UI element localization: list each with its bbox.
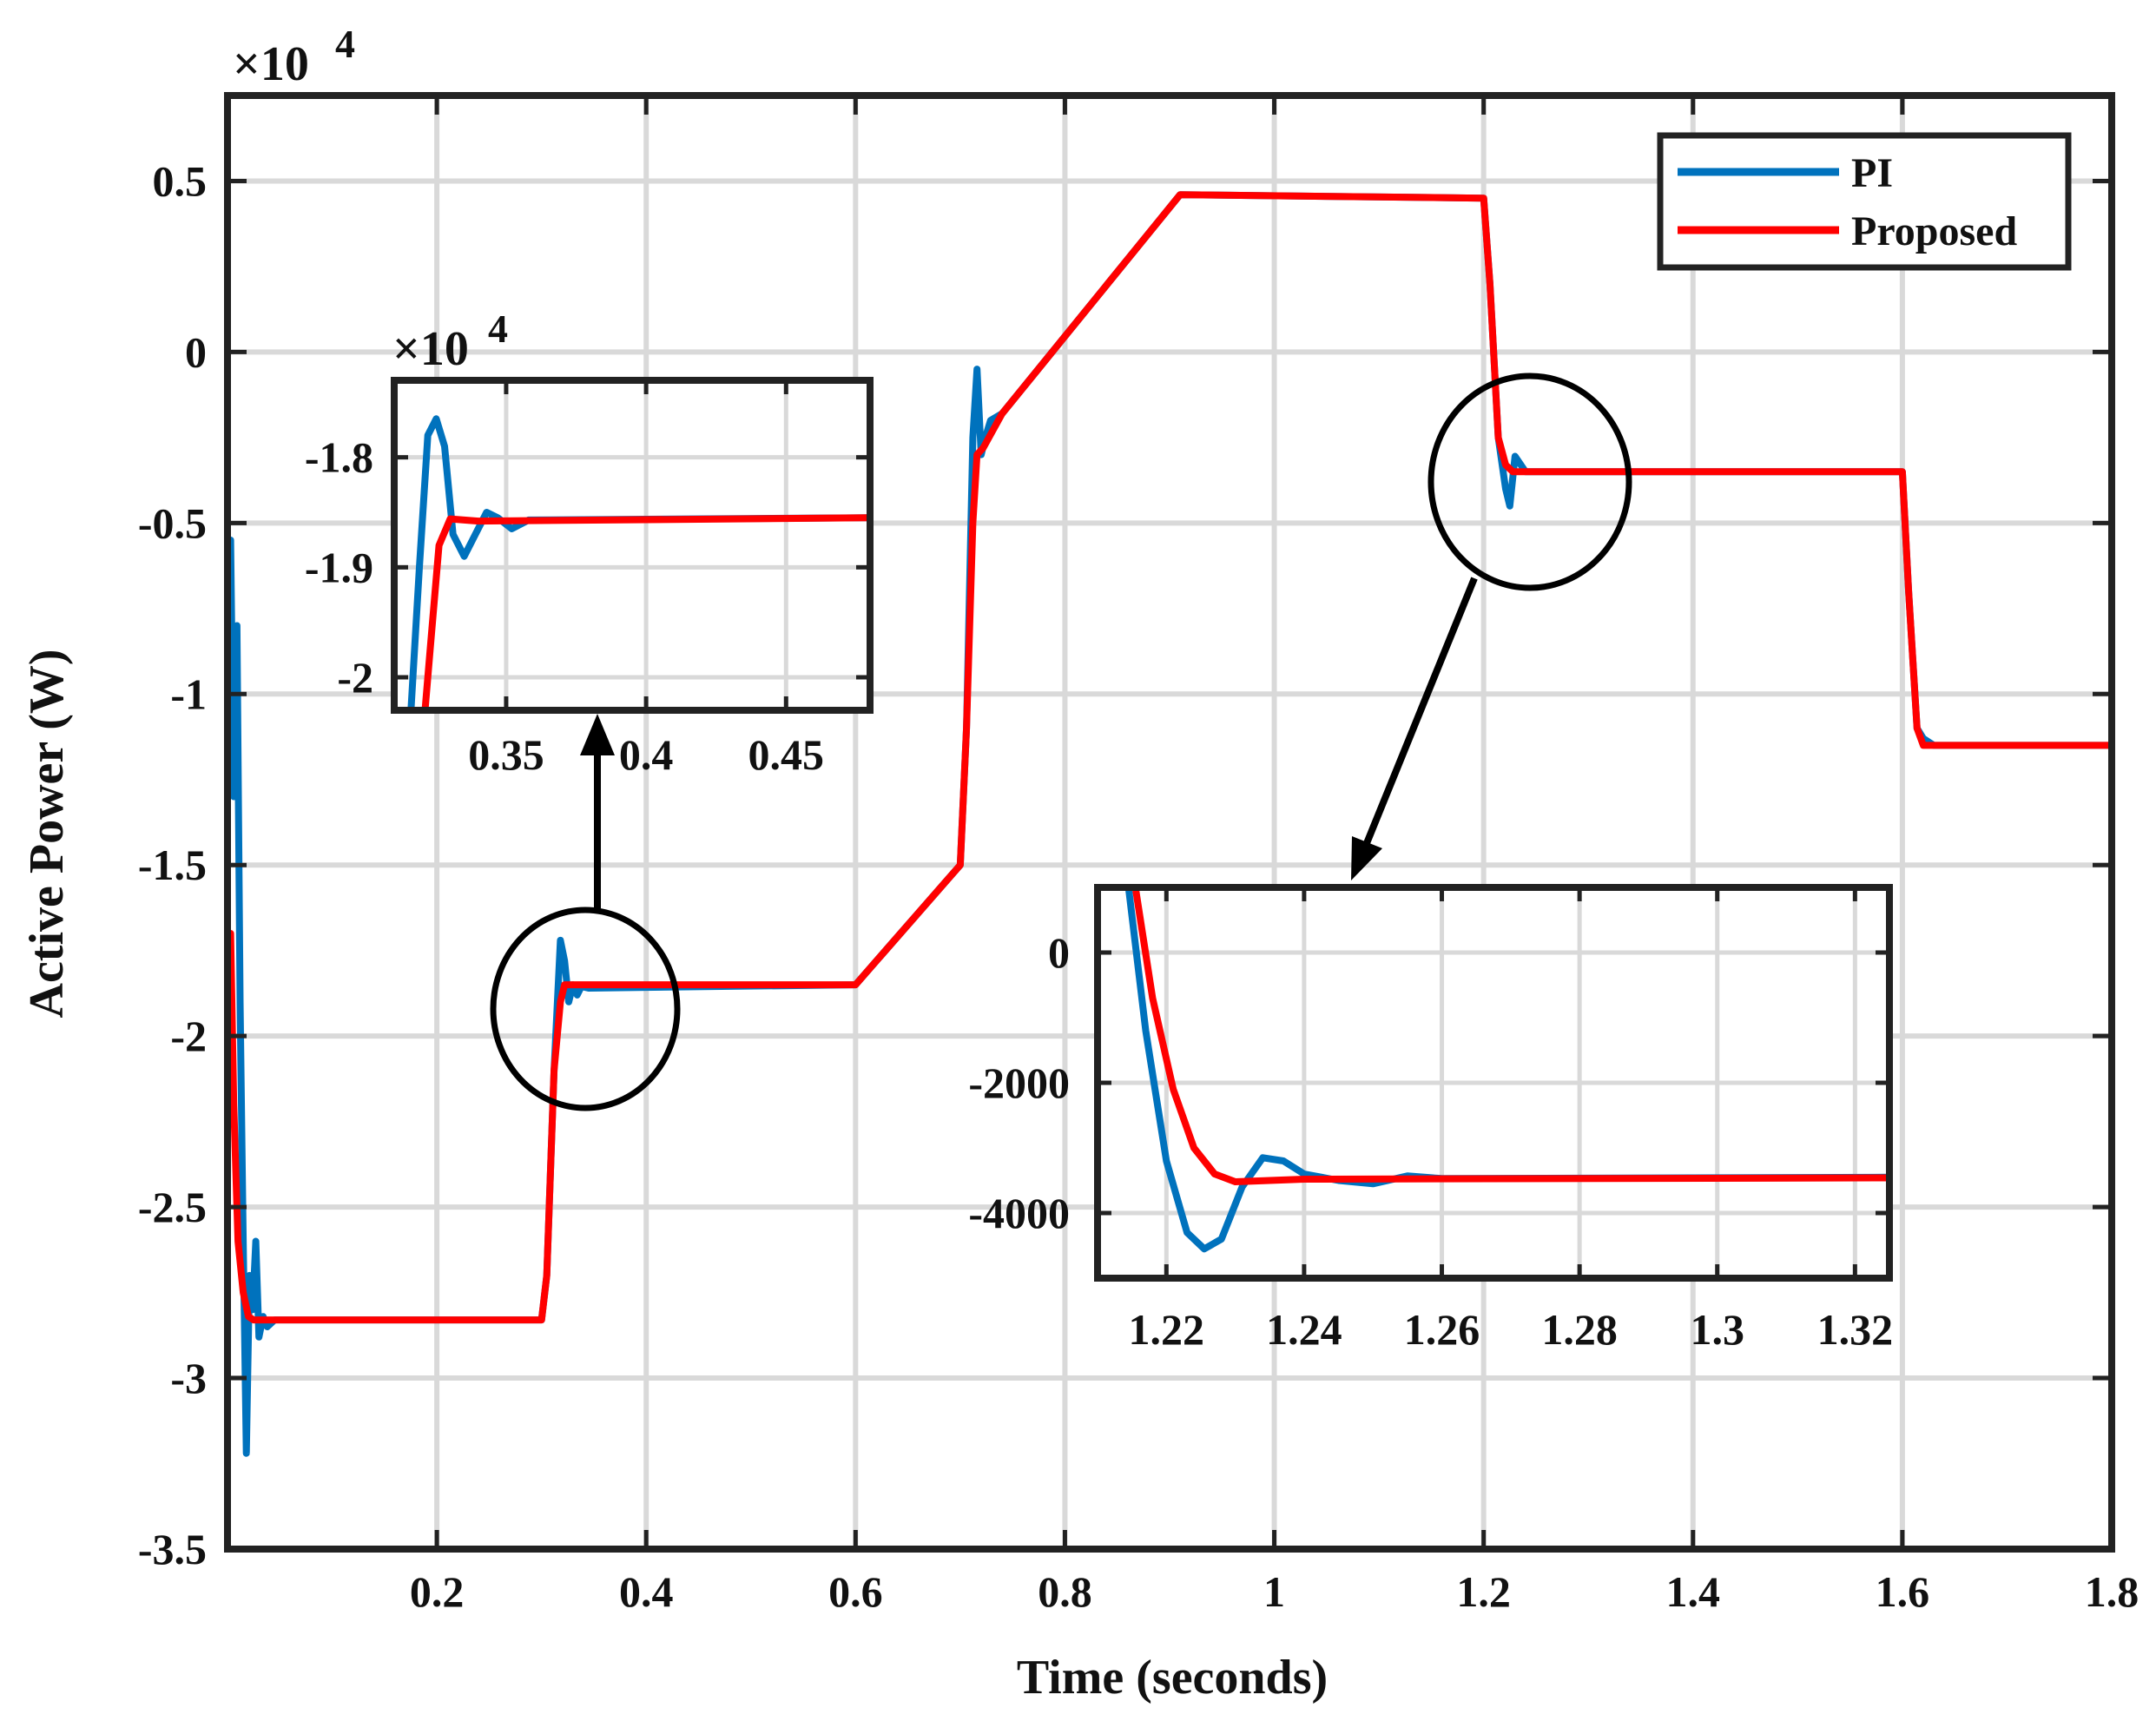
main-plot-series-proposed-line bbox=[227, 191, 2112, 1324]
main-plot-x-tick-label: 0.2 bbox=[410, 1567, 465, 1616]
y-axis-title: Active Power (W) bbox=[20, 649, 74, 1018]
inset-left-plot: 0.35 0.4 0.45 -1.8 -1.9 -2 bbox=[305, 377, 874, 779]
inset-right-x-tick-label: 1.24 bbox=[1266, 1305, 1342, 1354]
main-plot-y-tick-label: -0.5 bbox=[138, 498, 207, 547]
inset-left-multiplier-exponent: 4 bbox=[488, 307, 508, 351]
inset-right-series-proposed-line bbox=[1131, 887, 1889, 1185]
legend: PI Proposed bbox=[1657, 132, 2072, 271]
inset-left-background bbox=[394, 380, 870, 710]
inset-left-frame bbox=[391, 377, 874, 714]
main-plot-x-tick-label: 1.8 bbox=[2085, 1567, 2140, 1616]
inset-left-x-tick-label: 0.45 bbox=[748, 730, 825, 779]
inset-right-x-tick-label: 1.3 bbox=[1690, 1305, 1744, 1354]
inset-right-x-tick-label: 1.32 bbox=[1817, 1305, 1894, 1354]
zoom-arrow-left-head bbox=[580, 714, 615, 755]
inset-right-x-tick-label: 1.28 bbox=[1541, 1305, 1618, 1354]
inset-right-x-tick-label: 1.26 bbox=[1404, 1305, 1480, 1354]
x-axis-title: Time (seconds) bbox=[1017, 1651, 1328, 1705]
inset-right-y-tick-label: -4000 bbox=[968, 1189, 1070, 1237]
main-plot: 0.2 0.4 0.6 0.8 1 1.2 1.4 1.6 1.8 0.5 0 -0.5 -1 -1.5 -… bbox=[138, 92, 2140, 1616]
inset-left-y-tick-label: -2 bbox=[337, 653, 373, 702]
inset-left-multiplier: ×10 bbox=[392, 322, 469, 376]
zoom-arrow-right-shaft bbox=[1362, 577, 1478, 849]
inset-left-series-pi-line bbox=[407, 415, 870, 710]
inset-right-plot: 1.22 1.24 1.26 1.28 1.3 1.32 0 -2000 -4000 bbox=[968, 884, 1894, 1354]
main-plot-y-tick-label: 0 bbox=[185, 327, 207, 376]
legend-label-pi: PI bbox=[1851, 150, 1893, 196]
zoom-circle-right bbox=[1427, 373, 1632, 591]
main-plot-x-tick-label: 0.6 bbox=[828, 1567, 883, 1616]
legend-label-proposed: Proposed bbox=[1851, 208, 2017, 254]
main-plot-x-tick-label: 0.8 bbox=[1038, 1567, 1092, 1616]
main-plot-y-tick-label: 0.5 bbox=[153, 156, 208, 205]
main-multiplier-exponent: 4 bbox=[335, 22, 355, 66]
main-plot-y-tick-label: -1.5 bbox=[138, 841, 207, 889]
main-plot-y-tick-label: -2.5 bbox=[138, 1183, 207, 1231]
zoom-circle-left bbox=[490, 907, 681, 1111]
inset-right-y-tick-label: -2000 bbox=[968, 1058, 1070, 1107]
main-plot-x-tick-label: 1.4 bbox=[1666, 1567, 1721, 1616]
legend-box bbox=[1657, 132, 2072, 271]
main-plot-x-tick-label: 1.2 bbox=[1456, 1567, 1511, 1616]
inset-left-y-tick-label: -1.8 bbox=[305, 433, 373, 482]
main-plot-x-tick-label: 1.6 bbox=[1876, 1567, 1930, 1616]
main-plot-frame bbox=[224, 92, 2115, 1553]
main-plot-x-tick-label: 0.4 bbox=[619, 1567, 674, 1616]
main-plot-y-tick-label: -1 bbox=[170, 669, 207, 718]
inset-left-x-tick-label: 0.4 bbox=[619, 730, 674, 779]
zoom-arrow-right-head bbox=[1351, 836, 1382, 880]
main-multiplier: ×10 bbox=[233, 37, 309, 91]
main-plot-y-tick-label: -3 bbox=[170, 1354, 207, 1402]
inset-right-x-tick-label: 1.22 bbox=[1129, 1305, 1205, 1354]
inset-left-series-proposed-line bbox=[421, 514, 870, 710]
main-plot-y-tick-label: -3.5 bbox=[138, 1525, 207, 1573]
main-plot-y-tick-label: -2 bbox=[170, 1012, 207, 1060]
main-plot-x-tick-label: 1 bbox=[1263, 1567, 1285, 1616]
inset-left-x-tick-label: 0.35 bbox=[468, 730, 544, 779]
inset-left-y-tick-label: -1.9 bbox=[305, 543, 373, 591]
inset-right-y-tick-label: 0 bbox=[1048, 928, 1070, 977]
